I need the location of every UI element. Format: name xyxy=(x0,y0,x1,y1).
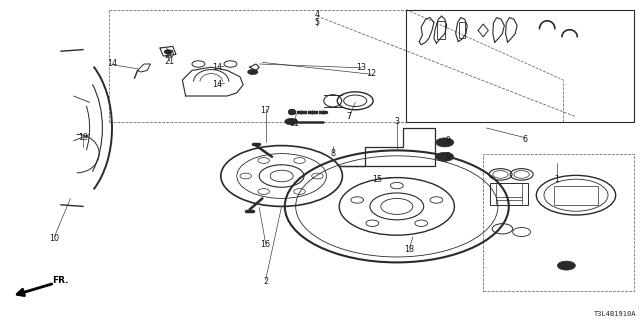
Circle shape xyxy=(285,118,298,125)
Bar xyxy=(459,22,465,38)
Bar xyxy=(490,183,528,205)
Text: 13: 13 xyxy=(356,63,367,72)
Text: 15: 15 xyxy=(372,175,383,184)
Text: 8: 8 xyxy=(330,149,335,158)
Text: 19: 19 xyxy=(78,133,88,142)
Text: 14: 14 xyxy=(107,60,117,68)
Text: 9: 9 xyxy=(445,136,451,145)
Text: 3: 3 xyxy=(394,117,399,126)
Text: 4: 4 xyxy=(314,10,319,19)
Text: 7: 7 xyxy=(346,112,351,121)
Text: 14: 14 xyxy=(212,63,223,72)
Bar xyxy=(406,10,634,122)
Text: 9: 9 xyxy=(445,152,451,161)
Text: 17: 17 xyxy=(260,106,271,115)
Text: FR.: FR. xyxy=(52,276,69,285)
Circle shape xyxy=(436,138,454,147)
Text: 10: 10 xyxy=(49,234,60,243)
Text: 5: 5 xyxy=(314,18,319,27)
Text: 11: 11 xyxy=(289,119,300,128)
Circle shape xyxy=(436,152,454,161)
Text: 6: 6 xyxy=(522,135,527,144)
Bar xyxy=(554,186,598,205)
Text: 16: 16 xyxy=(260,240,271,249)
Text: 14: 14 xyxy=(212,80,223,89)
Text: 18: 18 xyxy=(404,245,415,254)
Text: 2: 2 xyxy=(263,277,268,286)
Text: 21: 21 xyxy=(164,57,175,66)
Circle shape xyxy=(248,69,258,75)
Text: 12: 12 xyxy=(366,69,376,78)
Text: 20: 20 xyxy=(164,50,175,59)
Circle shape xyxy=(557,261,575,270)
Text: T3L4B1910A: T3L4B1910A xyxy=(595,311,637,317)
Circle shape xyxy=(164,50,172,54)
Text: 1: 1 xyxy=(554,175,559,184)
Bar xyxy=(437,21,445,39)
